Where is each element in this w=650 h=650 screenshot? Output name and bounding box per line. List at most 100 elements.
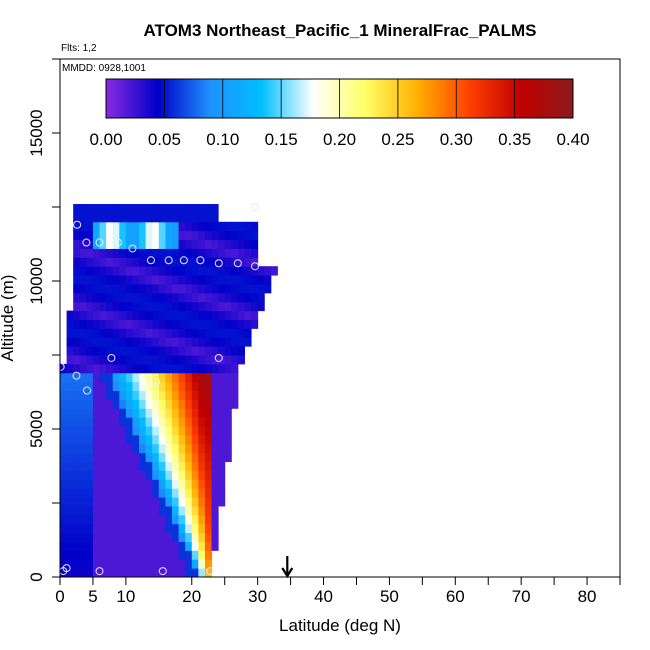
heatmap-cell bbox=[172, 337, 180, 347]
heatmap-cell bbox=[237, 328, 245, 338]
heatmap-cell bbox=[172, 355, 180, 365]
heatmap-cell bbox=[251, 230, 259, 241]
heatmap-cell bbox=[172, 523, 180, 534]
heatmap-cell bbox=[99, 381, 107, 392]
x-tick-label: 20 bbox=[182, 587, 201, 606]
heatmap-cell bbox=[172, 204, 180, 214]
heatmap-cell bbox=[79, 461, 87, 471]
x-tick-label: 40 bbox=[314, 587, 333, 606]
heatmap-cell bbox=[92, 488, 101, 498]
heatmap-cell bbox=[218, 408, 226, 418]
heatmap-cell bbox=[165, 497, 173, 507]
heatmap-cell bbox=[191, 275, 199, 285]
heatmap-cell bbox=[86, 559, 94, 569]
heatmap-cell bbox=[106, 426, 114, 436]
heatmap-cell bbox=[99, 319, 107, 329]
x-tick-label: 10 bbox=[116, 587, 135, 606]
heatmap-cell bbox=[79, 550, 87, 560]
heatmap-cell bbox=[119, 381, 127, 392]
heatmap-cell bbox=[152, 479, 160, 489]
heatmap-cell bbox=[237, 221, 245, 232]
heatmap-cell bbox=[178, 266, 186, 276]
heatmap-cell bbox=[204, 417, 213, 427]
heatmap-cell bbox=[73, 372, 81, 383]
heatmap-cell bbox=[106, 532, 114, 542]
heatmap-cell bbox=[99, 266, 107, 276]
heatmap-cell bbox=[60, 417, 68, 427]
heatmap-cell bbox=[204, 248, 213, 258]
heatmap-cell bbox=[139, 390, 147, 400]
heatmap-cell bbox=[60, 443, 68, 454]
heatmap-cell bbox=[139, 497, 147, 507]
heatmap-cell bbox=[60, 497, 68, 507]
heatmap-cell bbox=[145, 408, 153, 418]
heatmap-cell bbox=[211, 355, 219, 365]
heatmap-cell bbox=[73, 408, 81, 418]
heatmap-cell bbox=[178, 550, 186, 560]
heatmap-cell bbox=[218, 434, 226, 445]
heatmap-cell bbox=[125, 390, 133, 400]
heatmap-cell bbox=[106, 275, 114, 285]
heatmap-cell bbox=[60, 381, 68, 392]
heatmap-cell bbox=[79, 292, 87, 303]
heatmap-cell bbox=[112, 408, 120, 418]
heatmap-cell bbox=[139, 417, 147, 427]
heatmap-cell bbox=[86, 488, 94, 498]
heatmap-cell bbox=[198, 426, 206, 436]
heatmap-cell bbox=[60, 514, 68, 525]
heatmap-cell bbox=[178, 479, 186, 489]
heatmap-cell bbox=[218, 399, 226, 409]
heatmap-cell bbox=[204, 390, 213, 400]
heatmap-cell bbox=[152, 417, 160, 427]
heatmap-cell bbox=[198, 390, 206, 400]
heatmap-cell bbox=[119, 434, 127, 445]
heatmap-cell bbox=[92, 390, 101, 400]
heatmap-cell bbox=[158, 568, 166, 577]
heatmap-cell bbox=[231, 283, 239, 294]
heatmap-cell bbox=[86, 212, 94, 223]
heatmap-cell bbox=[211, 230, 219, 241]
heatmap-cell bbox=[119, 568, 127, 577]
heatmap-cell bbox=[178, 532, 186, 542]
heatmap-cell bbox=[60, 488, 68, 498]
heatmap-cell bbox=[158, 514, 166, 525]
heatmap-cell bbox=[125, 363, 133, 374]
heatmap-cell bbox=[112, 470, 120, 480]
heatmap-cell bbox=[172, 266, 180, 276]
heatmap-cell bbox=[139, 230, 147, 241]
heatmap-cell bbox=[172, 310, 180, 320]
heatmap-cell bbox=[198, 488, 206, 498]
heatmap-cell bbox=[132, 443, 140, 454]
heatmap-cell bbox=[231, 337, 239, 347]
heatmap-cell bbox=[251, 257, 259, 267]
heatmap-cell bbox=[185, 212, 193, 223]
heatmap-cell bbox=[112, 363, 120, 374]
heatmap-cell bbox=[60, 541, 68, 551]
heatmap-cell bbox=[158, 399, 166, 409]
heatmap-cell bbox=[125, 550, 133, 560]
heatmap-cell bbox=[139, 319, 147, 329]
heatmap-cell bbox=[224, 443, 232, 454]
heatmap-cell bbox=[79, 363, 87, 374]
heatmap-cell bbox=[211, 497, 219, 507]
heatmap-cell bbox=[152, 346, 160, 356]
heatmap-cell bbox=[112, 204, 120, 214]
heatmap-cell bbox=[139, 532, 147, 542]
heatmap-cell bbox=[73, 461, 81, 471]
heatmap-cell bbox=[106, 417, 114, 427]
heatmap-cell bbox=[172, 479, 180, 489]
heatmap-cell bbox=[178, 568, 186, 577]
heatmap-cell bbox=[92, 319, 101, 329]
heatmap-cell bbox=[132, 532, 140, 542]
heatmap-cell bbox=[218, 248, 226, 258]
heatmap-cell bbox=[198, 355, 206, 365]
heatmap-cell bbox=[244, 292, 252, 303]
heatmap-cell bbox=[178, 408, 186, 418]
heatmap-cell bbox=[119, 505, 127, 516]
heatmap-cell bbox=[73, 434, 81, 445]
heatmap-cell bbox=[165, 257, 173, 267]
heatmap-cell bbox=[119, 452, 127, 463]
heatmap-cell bbox=[73, 292, 81, 303]
heatmap-cell bbox=[79, 328, 87, 338]
heatmap-cell bbox=[92, 221, 101, 232]
